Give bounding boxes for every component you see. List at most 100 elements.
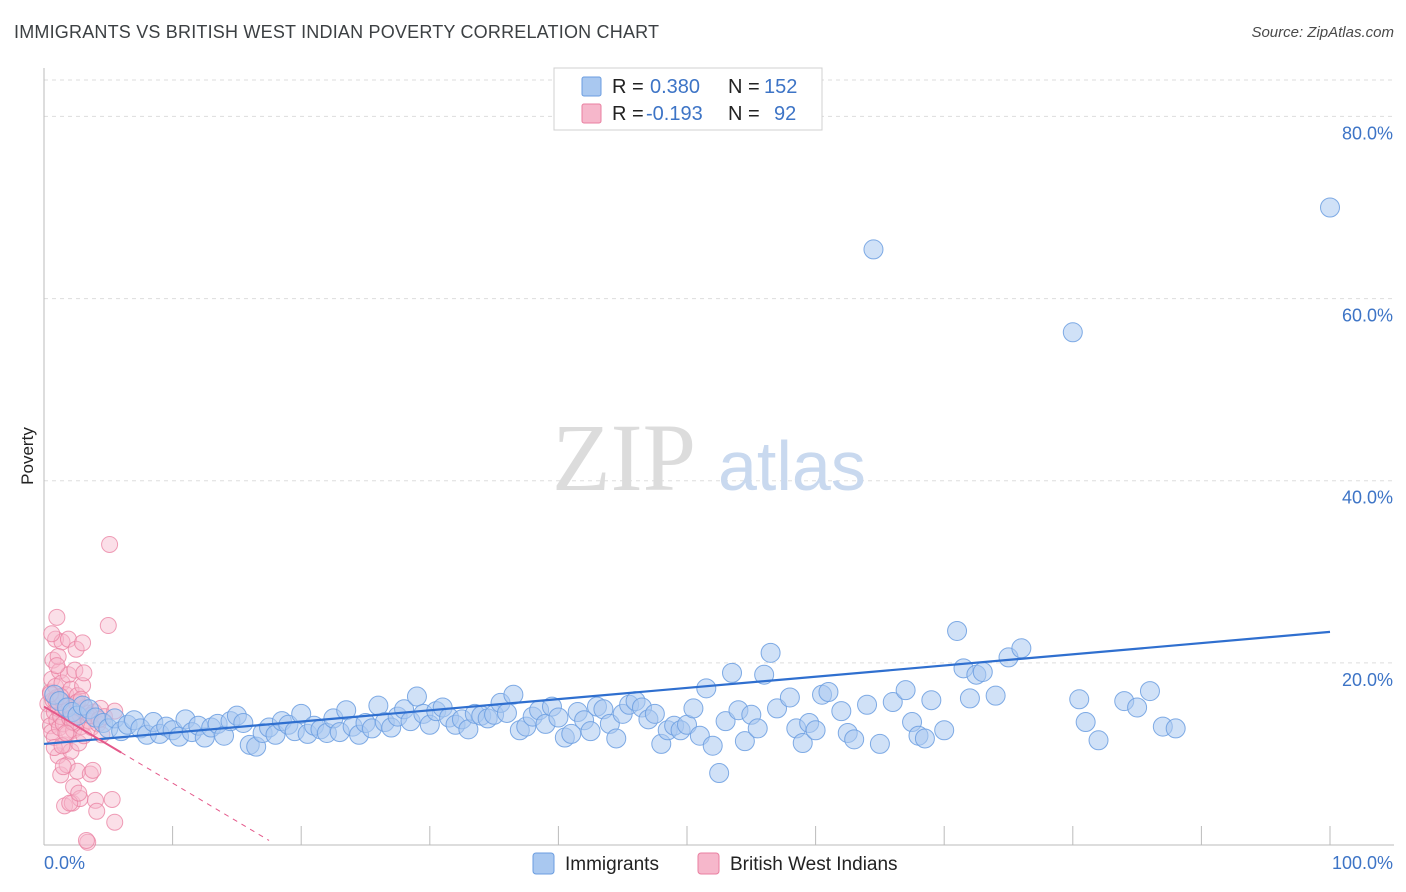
british-west-indians-point bbox=[54, 758, 72, 776]
british-west-indians-point bbox=[48, 608, 66, 626]
immigrants-point bbox=[1320, 197, 1340, 218]
immigrants-point bbox=[779, 687, 800, 708]
immigrants-point bbox=[548, 707, 569, 728]
chart-title: IMMIGRANTS VS BRITISH WEST INDIAN POVERT… bbox=[14, 22, 660, 42]
immigrants-point bbox=[754, 664, 775, 685]
correlation-legend: R = 0.380 N = 152 R = -0.193 N = 92 bbox=[553, 67, 823, 131]
series-legend-swatch-british-west-indians bbox=[697, 852, 720, 875]
immigrants-point bbox=[1127, 697, 1148, 718]
x-tick-label-max: 100.0% bbox=[1332, 853, 1393, 873]
british-west-indians-point bbox=[99, 617, 117, 635]
immigrants-point bbox=[760, 642, 781, 663]
y-tick-label: 40.0% bbox=[1342, 488, 1393, 508]
series-legend-british-west-indians[interactable]: British West Indians bbox=[730, 854, 898, 875]
legend-n-value-british-west-indians: 92 bbox=[774, 103, 796, 125]
immigrants-point bbox=[1075, 712, 1096, 733]
immigrants-point bbox=[869, 733, 890, 754]
x-tick-label-min: 0.0% bbox=[44, 853, 85, 873]
y-tick-label: 80.0% bbox=[1342, 123, 1393, 143]
immigrants-point bbox=[715, 711, 736, 732]
series-legend: Immigrants British West Indians bbox=[532, 852, 898, 875]
immigrants-point bbox=[496, 702, 517, 723]
immigrants-point bbox=[644, 703, 665, 724]
immigrants-point bbox=[895, 680, 916, 701]
british-west-indians-point bbox=[49, 747, 67, 765]
legend-swatch-british-west-indians bbox=[581, 103, 602, 124]
immigrants-point bbox=[767, 698, 788, 719]
grid-layer bbox=[44, 79, 1394, 664]
immigrants-point bbox=[959, 688, 980, 709]
british-west-indians-point bbox=[70, 784, 88, 802]
axes-layer bbox=[43, 68, 1394, 846]
immigrants-point bbox=[947, 620, 968, 641]
y-tick-label: 20.0% bbox=[1342, 670, 1393, 690]
british-west-indians-point bbox=[75, 664, 93, 682]
immigrants-point bbox=[805, 720, 826, 741]
series-legend-swatch-immigrants bbox=[532, 852, 555, 875]
immigrants-points bbox=[44, 197, 1340, 784]
immigrants-point bbox=[914, 728, 935, 749]
immigrants-point bbox=[792, 733, 813, 753]
y-tick-label: 60.0% bbox=[1342, 306, 1393, 326]
british-west-indians-point bbox=[74, 634, 92, 652]
british-west-indians-point bbox=[103, 790, 121, 808]
british-west-indians-point bbox=[88, 802, 106, 820]
british-west-indians-point bbox=[43, 625, 61, 643]
immigrants-point bbox=[291, 703, 312, 724]
british-west-indians-point bbox=[77, 831, 95, 849]
immigrants-point bbox=[844, 729, 865, 750]
immigrants-point bbox=[683, 698, 704, 719]
watermark-zip: ZIP bbox=[552, 404, 696, 511]
british-west-indians-point bbox=[101, 535, 119, 553]
immigrants-point bbox=[1088, 730, 1109, 751]
british-west-indians-point bbox=[84, 761, 102, 779]
immigrants-point bbox=[857, 694, 878, 715]
immigrants-point bbox=[985, 685, 1006, 706]
british-west-indians-point bbox=[67, 640, 85, 658]
british-west-indians-point bbox=[48, 657, 66, 675]
immigrants-point bbox=[702, 735, 723, 756]
immigrants-point bbox=[580, 721, 601, 742]
immigrants-point bbox=[709, 763, 730, 784]
immigrants-point bbox=[972, 661, 993, 682]
immigrants-point bbox=[722, 662, 743, 683]
immigrants-point bbox=[233, 712, 254, 733]
immigrants-point bbox=[734, 731, 755, 752]
immigrants-point bbox=[863, 239, 884, 260]
immigrants-point bbox=[818, 682, 839, 702]
legend-n-value-immigrants: 152 bbox=[764, 76, 797, 98]
watermark-atlas: atlas bbox=[718, 427, 866, 505]
immigrants-point bbox=[503, 684, 524, 705]
immigrants-point bbox=[1062, 322, 1083, 343]
immigrants-point bbox=[606, 728, 627, 749]
british-west-indians-point bbox=[106, 813, 124, 831]
tick-labels: 20.0% 40.0% 60.0% 80.0% 0.0% 100.0% bbox=[44, 123, 1393, 873]
trend-layer bbox=[43, 630, 1331, 841]
british-west-indians-trend-line bbox=[43, 705, 122, 754]
legend-r-label-immigrants: R = bbox=[612, 76, 644, 98]
legend-swatch-immigrants bbox=[581, 76, 602, 97]
immigrants-point bbox=[1165, 718, 1186, 739]
y-axis-label: Poverty bbox=[18, 427, 37, 485]
legend-n-label-immigrants: N = bbox=[728, 76, 760, 98]
immigrants-trend-line bbox=[43, 630, 1331, 746]
british-west-indians-point bbox=[57, 724, 75, 742]
british-west-indians-point bbox=[74, 677, 92, 695]
legend-r-value-immigrants: 0.380 bbox=[650, 76, 700, 98]
legend-r-value-british-west-indians: -0.193 bbox=[646, 103, 703, 125]
immigrants-point bbox=[406, 686, 427, 707]
immigrants-point bbox=[1011, 638, 1032, 659]
british-west-indians-point bbox=[86, 791, 104, 809]
immigrants-point bbox=[934, 720, 955, 741]
immigrants-point bbox=[831, 701, 852, 722]
immigrants-point bbox=[882, 692, 903, 713]
legend-n-label-british-west-indians: N = bbox=[728, 103, 760, 125]
immigrants-point bbox=[561, 723, 582, 744]
series-legend-immigrants[interactable]: Immigrants bbox=[565, 854, 659, 875]
chart-source: Source: ZipAtlas.com bbox=[1251, 24, 1394, 41]
british-west-indians-trend-extension bbox=[120, 752, 270, 841]
immigrants-point bbox=[696, 678, 717, 699]
immigrants-point bbox=[1139, 681, 1160, 702]
